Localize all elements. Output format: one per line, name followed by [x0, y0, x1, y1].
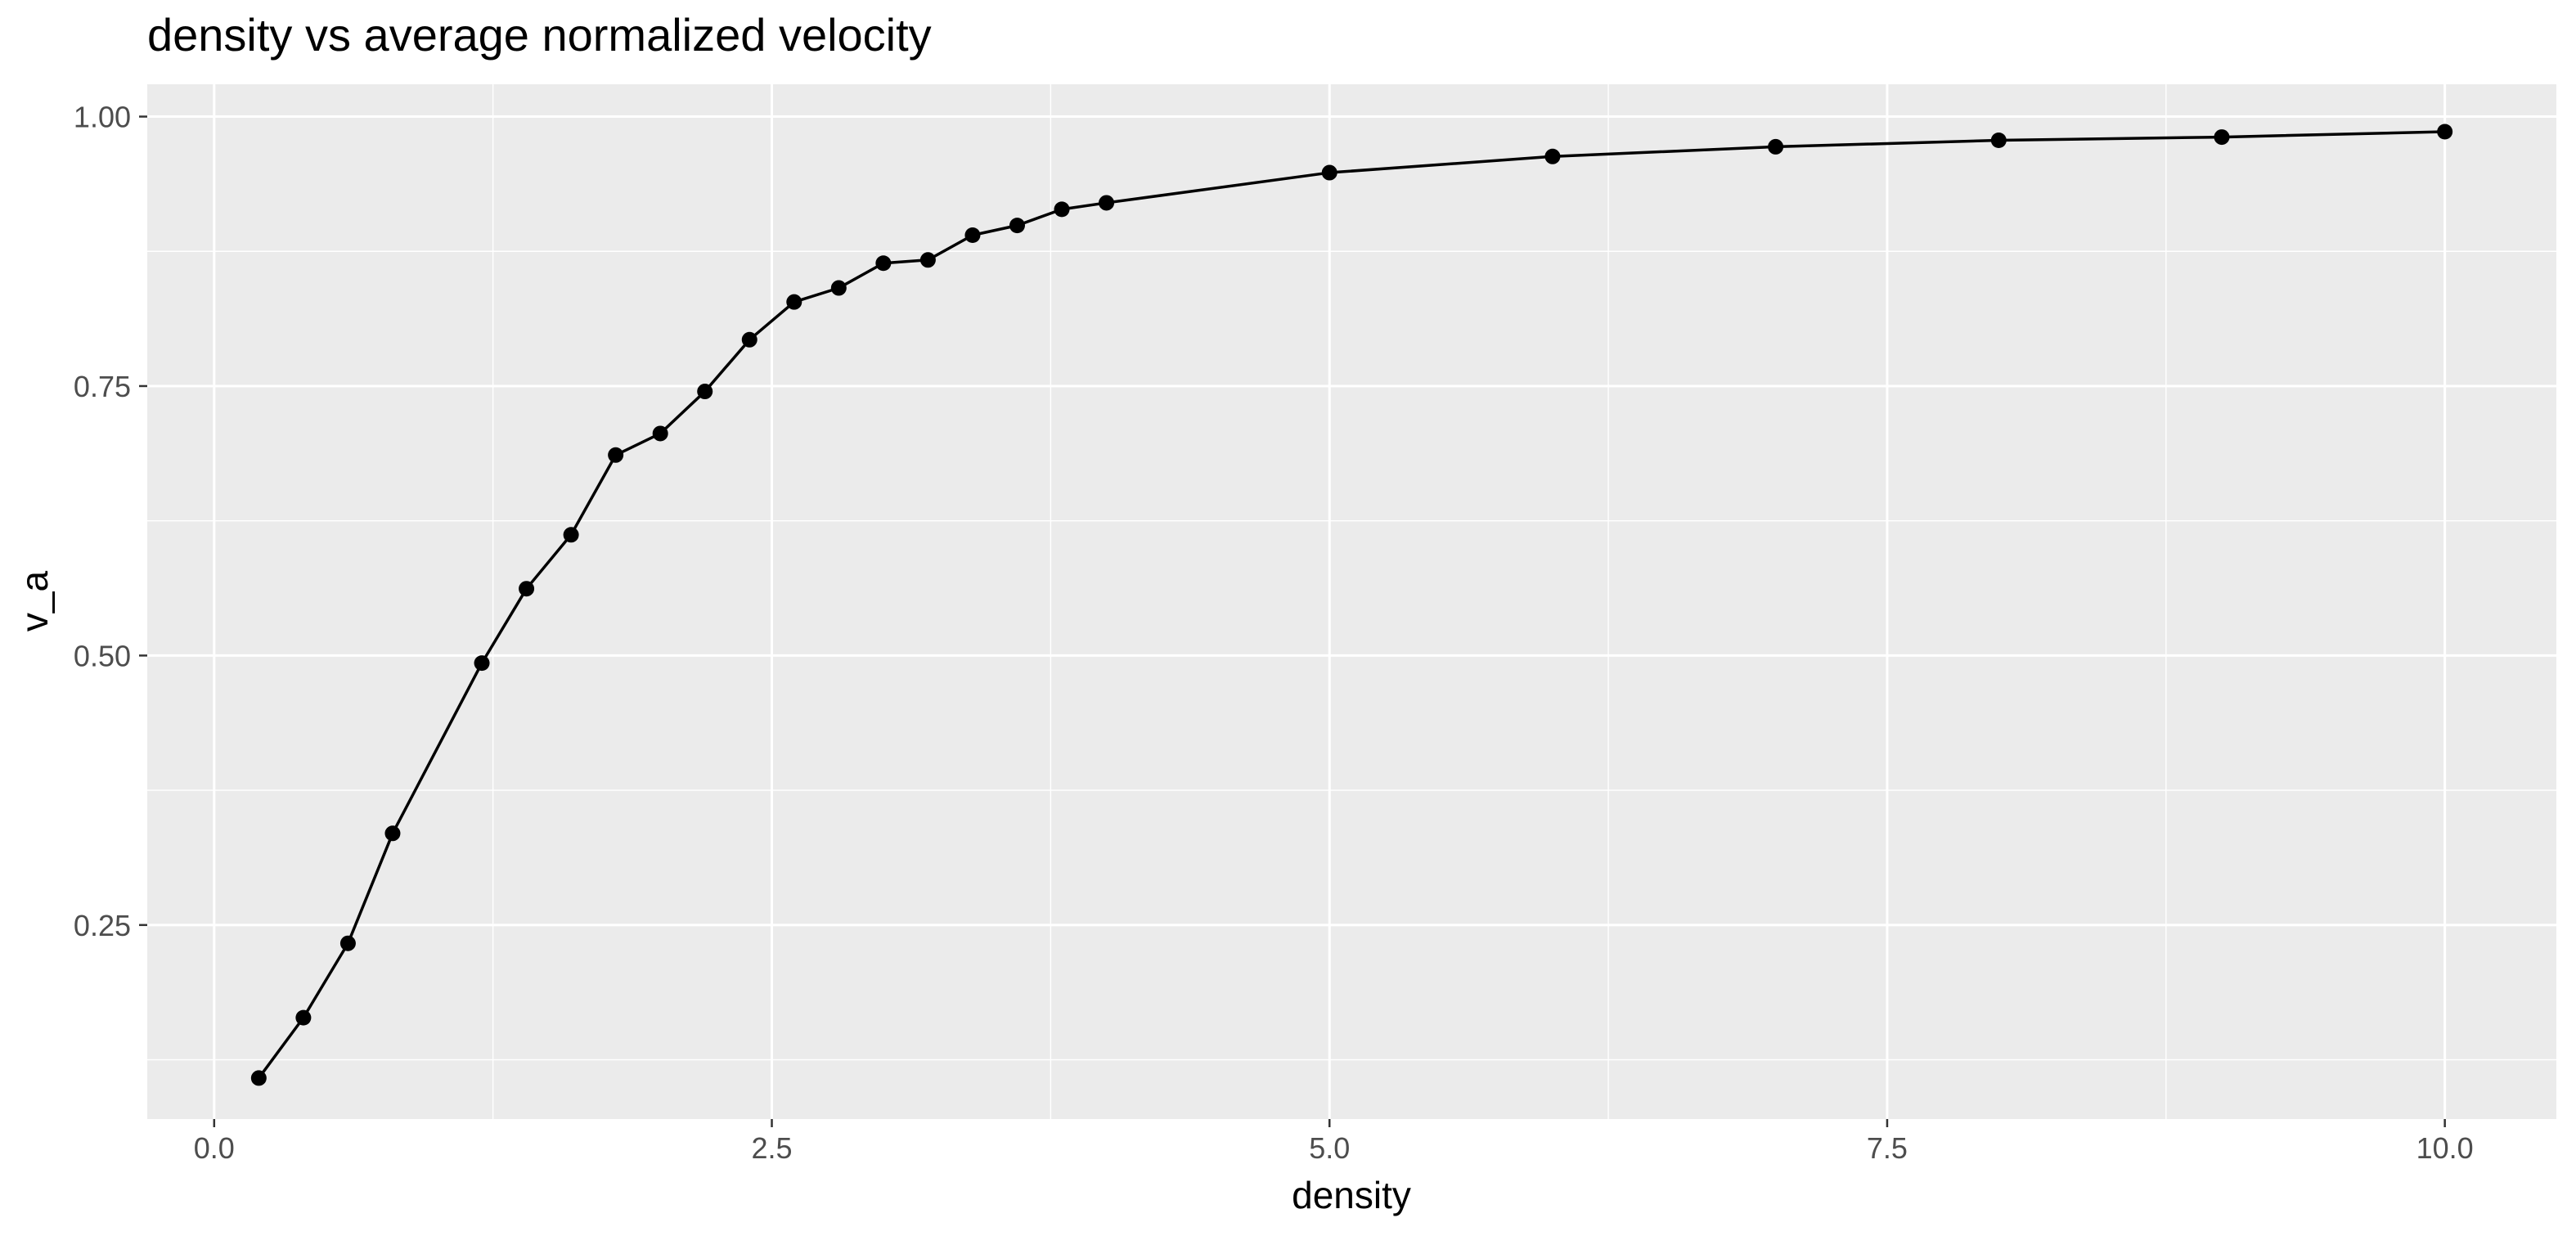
data-point — [786, 294, 802, 310]
data-point — [474, 655, 490, 672]
x-tick-label: 10.0 — [2416, 1131, 2474, 1165]
x-tick-label: 0.0 — [194, 1131, 235, 1165]
data-point — [563, 527, 579, 543]
data-point — [1544, 148, 1561, 164]
data-point — [830, 280, 847, 296]
data-point — [1054, 201, 1070, 218]
data-point — [295, 1009, 312, 1026]
data-point — [741, 331, 758, 348]
data-point — [1768, 138, 1784, 155]
plot-panel — [147, 84, 2556, 1119]
data-point — [919, 252, 936, 268]
data-point — [1990, 133, 2007, 149]
grid-major — [147, 84, 2556, 1119]
data-point — [875, 255, 892, 272]
series-layer — [250, 124, 2453, 1086]
x-tick-label: 5.0 — [1309, 1131, 1350, 1165]
x-tick-label: 2.5 — [751, 1131, 792, 1165]
data-point — [964, 227, 981, 243]
y-axis: 0.25 0.50 0.75 1.00 — [74, 101, 147, 942]
data-point — [250, 1070, 267, 1086]
data-point — [2437, 124, 2453, 140]
y-tick-label: 0.50 — [74, 639, 131, 672]
data-point — [652, 425, 668, 442]
data-point — [339, 935, 356, 951]
x-tick-label: 7.5 — [1867, 1131, 1908, 1165]
data-point — [519, 581, 535, 597]
data-point — [384, 825, 401, 842]
y-tick-label: 1.00 — [74, 101, 131, 134]
y-tick-label: 0.75 — [74, 370, 131, 403]
data-point — [608, 447, 624, 463]
data-point — [1099, 195, 1115, 211]
y-axis-title: v_a — [13, 571, 56, 632]
x-axis: 0.0 2.5 5.0 7.5 10.0 — [194, 1119, 2474, 1165]
y-tick-label: 0.25 — [74, 909, 131, 942]
x-axis-title: density — [1292, 1174, 1411, 1216]
data-point — [1009, 218, 1025, 234]
data-point — [2214, 129, 2230, 146]
chart-title: density vs average normalized velocity — [147, 9, 932, 61]
data-point — [697, 384, 713, 400]
grid-minor — [147, 84, 2556, 1119]
data-point — [1321, 164, 1337, 181]
